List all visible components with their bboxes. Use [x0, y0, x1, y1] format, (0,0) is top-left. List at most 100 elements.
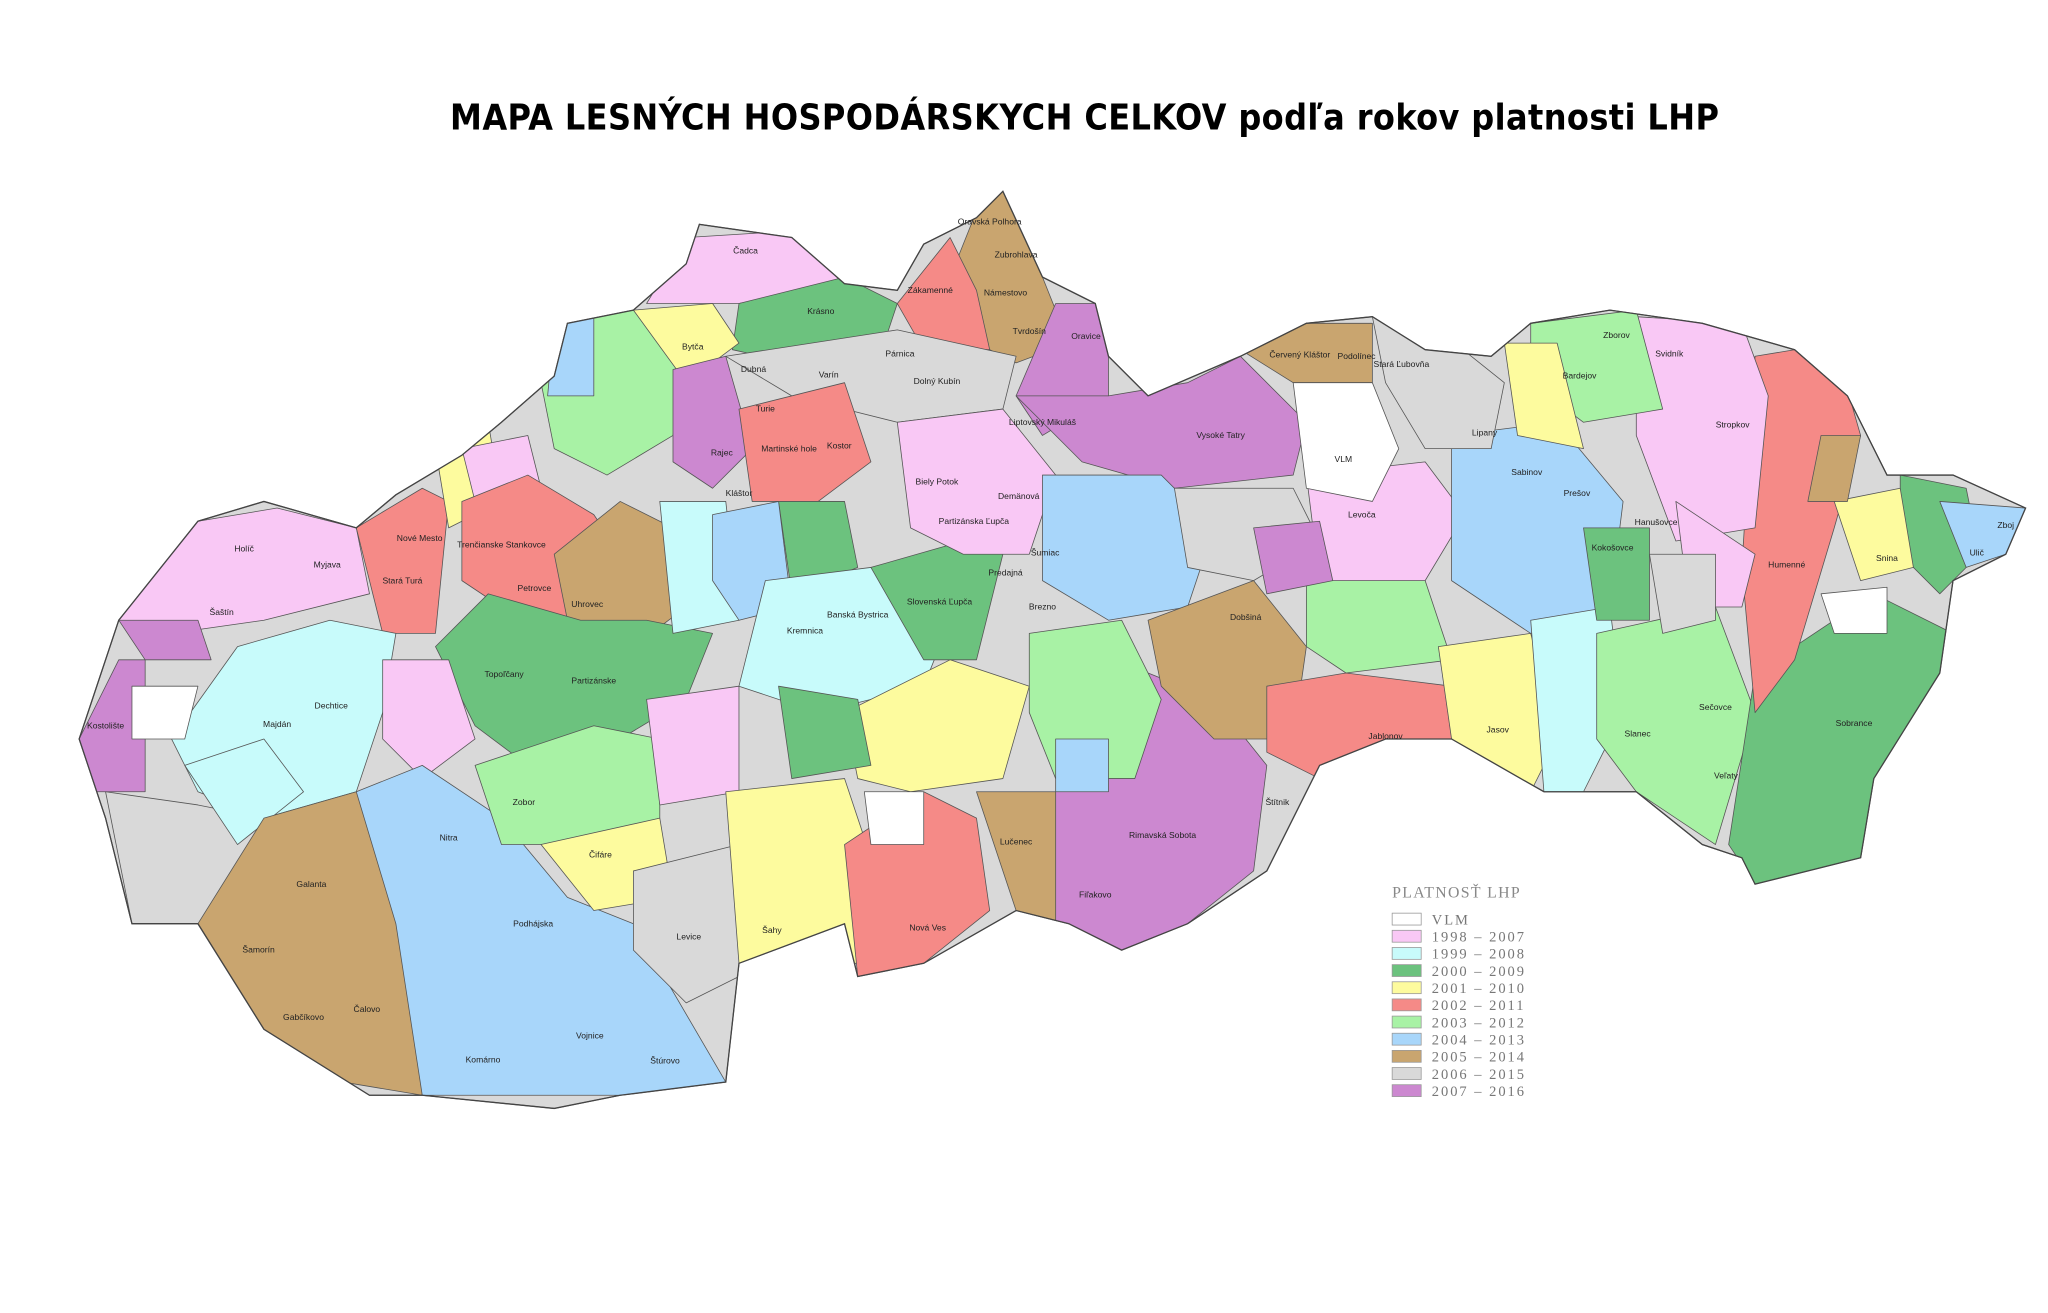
district-label: Rimavská Sobota	[1129, 830, 1196, 840]
district-label: Varín	[819, 369, 839, 379]
legend-item: 2000 – 2009	[1391, 964, 1526, 980]
legend-item: 1998 – 2007	[1391, 930, 1524, 946]
legend-swatch	[1391, 1084, 1422, 1097]
district-label: Majdán	[263, 719, 291, 729]
forest-unit-region	[863, 791, 925, 845]
district-label: Jasov	[1487, 724, 1510, 734]
district-label: Šamorín	[242, 945, 275, 955]
forest-unit-region	[1820, 586, 1888, 634]
legend-label: 2007 – 2016	[1432, 1084, 1526, 1100]
district-label: Jablonov	[1368, 731, 1403, 741]
forest-unit-region	[738, 382, 872, 502]
district-label: Podhájska	[513, 918, 553, 928]
district-label: Dolný Kubín	[914, 376, 961, 386]
district-label: Podolínec	[1337, 351, 1376, 361]
district-labels: Čadca Krásno Oravská Polhora Zubrohlava Náme…	[87, 216, 2014, 1065]
district-label: Slanec	[1625, 728, 1652, 738]
district-label: Svidník	[1655, 348, 1684, 358]
forest-unit-region	[355, 764, 727, 1096]
district-label: Hanušovce	[1635, 517, 1678, 527]
forest-unit-region	[672, 355, 753, 489]
forest-unit-region	[1253, 520, 1334, 595]
district-label: Bardejov	[1563, 371, 1598, 381]
district-label: Čifáre	[589, 850, 612, 860]
district-label: Oravská Polhora	[958, 216, 1022, 226]
forest-unit-region	[355, 487, 450, 634]
district-label: Humenné	[1768, 559, 1805, 569]
district-label: Brezno	[1029, 602, 1056, 612]
forest-unit-region	[844, 659, 1030, 793]
district-label: Šaštín	[210, 607, 235, 617]
forest-unit-region	[1833, 487, 1914, 582]
legend-item: VLM	[1391, 912, 1468, 928]
legend-item: 1999 – 2008	[1391, 947, 1524, 963]
district-label: Nitra	[440, 833, 458, 843]
district-label: Myjava	[314, 559, 341, 569]
district-label: Zobor	[513, 797, 536, 807]
legend-swatch	[1391, 1015, 1422, 1029]
forest-unit-region	[1266, 672, 1452, 779]
district-label: Šumiac	[1031, 548, 1060, 558]
legend-swatch	[1391, 1032, 1422, 1046]
district-label: Zboj	[1997, 520, 2014, 530]
district-label: Kokošovce	[1592, 542, 1634, 552]
district-label: Zákamenné	[908, 285, 953, 295]
legend-item: 2004 – 2013	[1391, 1032, 1526, 1048]
legend-swatch	[1391, 1050, 1422, 1063]
district-label: Kláštor	[726, 488, 753, 498]
district-label: Oravice	[1071, 331, 1101, 341]
forest-unit-region	[547, 316, 595, 397]
district-label: Banská Bystrica	[827, 610, 889, 620]
forest-unit-region	[778, 685, 872, 779]
legend-label: 2000 – 2009	[1432, 964, 1526, 980]
legend-label: 2004 – 2013	[1432, 1032, 1526, 1048]
legend-label: 2006 – 2015	[1432, 1067, 1526, 1083]
legend-label: 2003 – 2012	[1432, 1015, 1526, 1031]
district-label: Liptovský Mikuláš	[1009, 417, 1076, 427]
district-label: Veľaty	[1714, 771, 1739, 781]
district-label: Stará Turá	[382, 575, 422, 585]
district-label: Kostolište	[87, 720, 124, 730]
district-label: Holíč	[234, 544, 254, 554]
district-label: Levoča	[1348, 509, 1376, 519]
district-label: Gabčíkovo	[283, 1012, 324, 1022]
district-label: Kremnica	[787, 625, 823, 635]
district-label: Zborov	[1603, 330, 1630, 340]
legend-item: 2001 – 2010	[1391, 981, 1526, 997]
district-label: Sabinov	[1511, 467, 1543, 477]
legend-swatch	[1391, 981, 1422, 995]
legend-item: 2005 – 2014	[1391, 1050, 1526, 1066]
forest-unit-region	[184, 738, 304, 845]
forest-unit-region	[1305, 580, 1452, 674]
district-label: Nové Mesto	[397, 533, 443, 543]
district-label: Čadca	[733, 245, 758, 255]
legend-swatch	[1391, 912, 1422, 926]
district-label: Trenčianske Stankovce	[457, 540, 546, 550]
district-label: Čalovo	[354, 1004, 381, 1014]
map-title: MAPA LESNÝCH HOSPODÁRSKYCH CELKOV podľa …	[450, 95, 1719, 138]
district-label: Vysoké Tatry	[1196, 430, 1245, 440]
forest-unit-region	[646, 685, 740, 806]
legend-label: 2005 – 2014	[1432, 1050, 1526, 1066]
district-label: Bytča	[682, 342, 704, 352]
country-border	[78, 190, 2027, 1110]
forest-unit-region	[382, 659, 476, 779]
district-label: Štítnik	[1265, 797, 1290, 807]
district-label: Predajná	[988, 567, 1023, 577]
district-label: Námestovo	[984, 288, 1028, 298]
district-label: Komárno	[466, 1054, 501, 1064]
district-label: Červený Kláštor	[1269, 350, 1330, 360]
district-label: Galanta	[296, 879, 326, 889]
district-label: Štúrovo	[650, 1056, 680, 1066]
district-label: Šahy	[762, 925, 782, 935]
district-label: Uhrovec	[571, 599, 604, 609]
legend-swatch	[1391, 998, 1422, 1012]
legend-label: 2001 – 2010	[1432, 981, 1526, 997]
legend-item: 2003 – 2012	[1391, 1015, 1526, 1031]
district-label: Zubrohlava	[995, 249, 1038, 259]
forest-unit-region	[896, 408, 1057, 555]
legend-label: 2002 – 2011	[1432, 998, 1526, 1014]
district-label: Partizánska Ľupča	[939, 516, 1010, 526]
district-label: Stropkov	[1716, 420, 1751, 430]
